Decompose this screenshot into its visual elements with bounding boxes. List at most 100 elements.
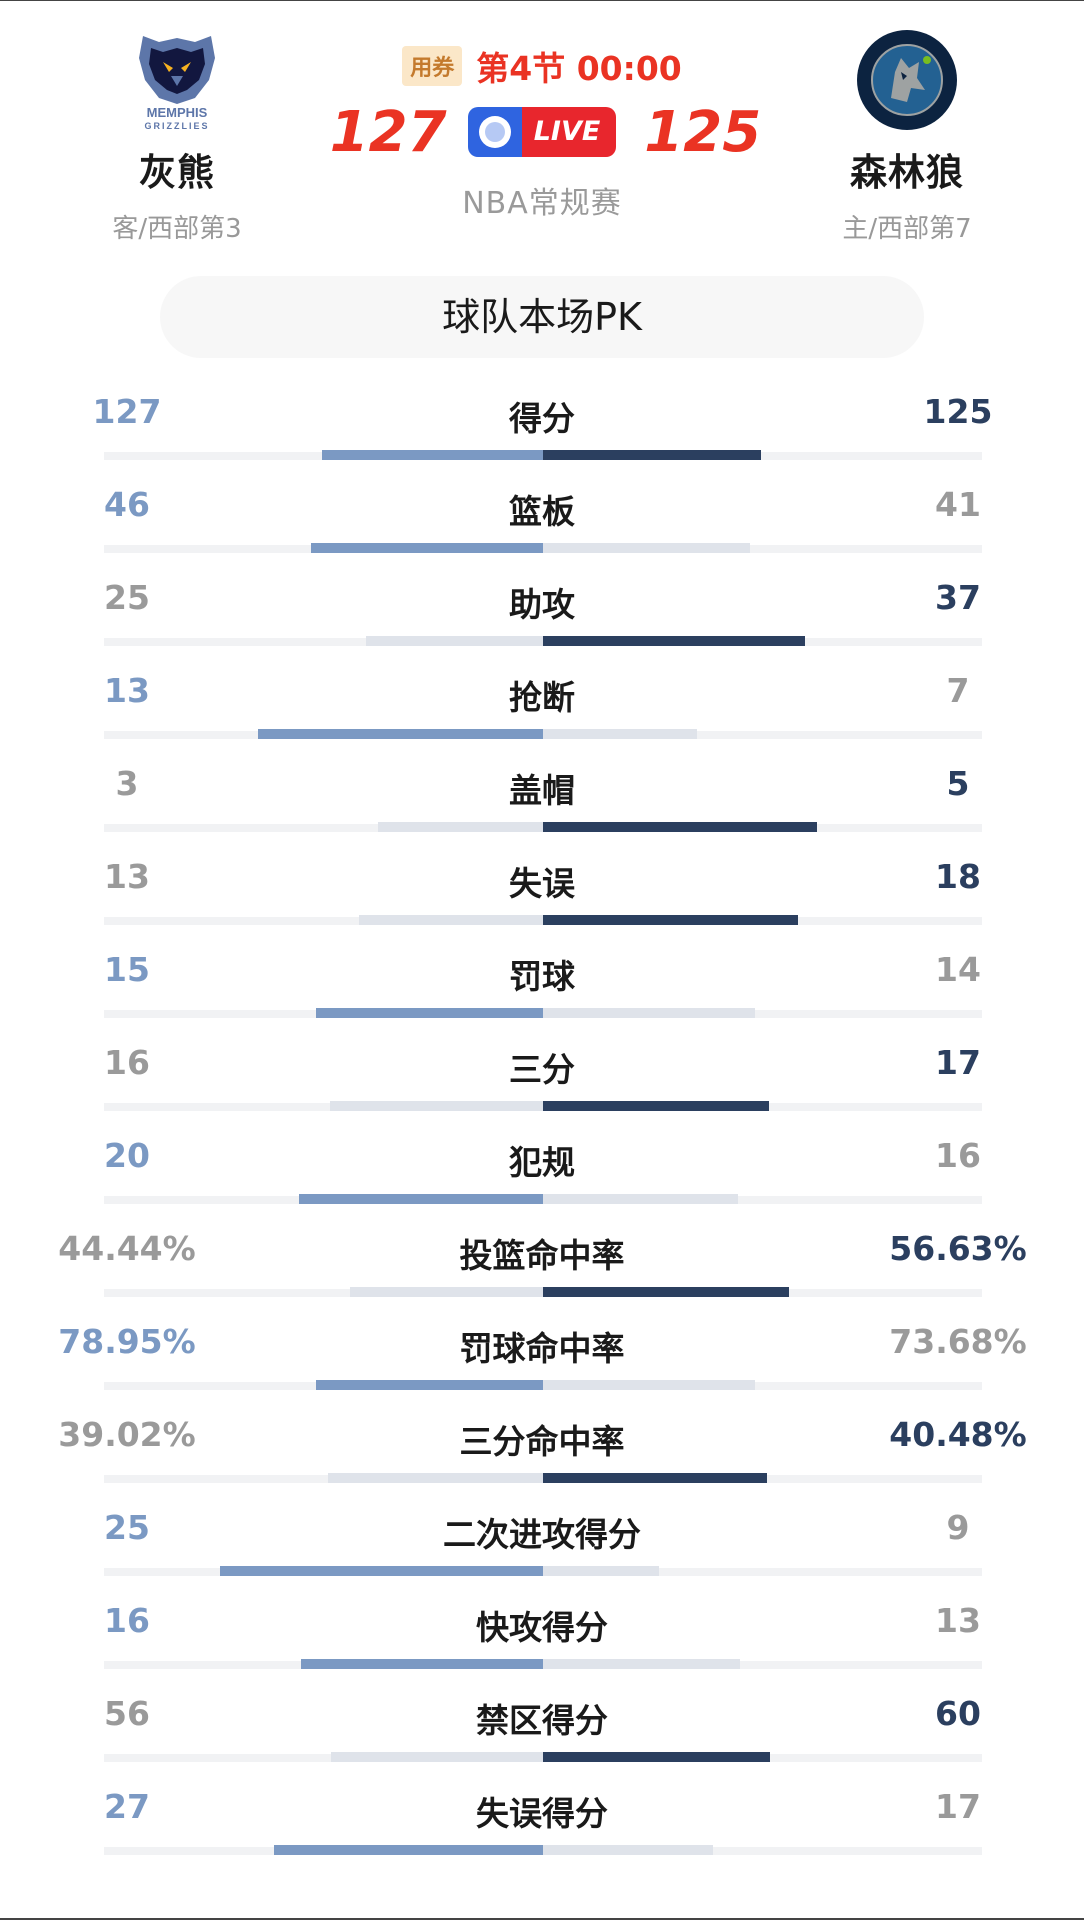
stat-row: 3 盖帽 5 [0, 764, 1084, 857]
away-stat-value: 39.02% [58, 1415, 196, 1454]
away-stat-value: 25 [104, 1508, 150, 1547]
home-stat-value: 16 [935, 1136, 981, 1175]
stat-row: 25 助攻 37 [0, 578, 1084, 671]
stat-label: 三分 [509, 1050, 575, 1089]
home-stat-value: 56.63% [889, 1229, 1027, 1268]
away-stat-bar [299, 1194, 543, 1204]
home-stat-bar [543, 450, 761, 460]
home-stat-bar [543, 822, 817, 832]
stat-label: 罚球命中率 [459, 1329, 625, 1368]
stat-label: 失误得分 [476, 1794, 608, 1833]
stat-row: 78.95% 罚球命中率 73.68% [0, 1322, 1084, 1415]
home-stat-bar [543, 543, 750, 553]
away-stat-bar [311, 543, 543, 553]
away-stat-value: 3 [115, 764, 139, 803]
away-stat-bar [258, 729, 543, 739]
coupon-badge[interactable]: 用券 [402, 46, 463, 86]
home-stat-bar [543, 1752, 770, 1762]
away-team-name: 灰熊 [139, 151, 215, 194]
stat-row: 44.44% 投篮命中率 56.63% [0, 1229, 1084, 1322]
stat-label: 盖帽 [509, 771, 575, 810]
home-stat-value: 17 [935, 1787, 981, 1826]
away-stat-bar [316, 1380, 543, 1390]
away-stat-value: 16 [104, 1043, 150, 1082]
home-stat-bar [543, 1473, 767, 1483]
away-stat-value: 56 [104, 1694, 150, 1733]
stat-label: 犯规 [509, 1143, 575, 1182]
stat-label: 失误 [509, 864, 575, 903]
home-stat-value: 41 [935, 485, 981, 524]
away-stat-bar [331, 1752, 543, 1762]
away-stat-bar [220, 1566, 543, 1576]
stat-label: 助攻 [509, 585, 575, 624]
home-stat-value: 5 [946, 764, 970, 803]
home-stat-value: 13 [935, 1601, 981, 1640]
home-stat-bar [543, 1287, 789, 1297]
away-team-rank: 客/西部第3 [112, 214, 242, 244]
away-stat-bar [316, 1008, 543, 1018]
home-stat-bar [543, 1194, 738, 1204]
away-stat-value: 13 [104, 671, 150, 710]
league-label: NBA常规赛 [462, 186, 622, 221]
grizzlies-logo-icon: MEMPHIS GRIZZLIES [129, 28, 225, 132]
stat-row: 13 抢断 7 [0, 671, 1084, 764]
home-stat-bar [543, 1380, 755, 1390]
away-stat-value: 13 [104, 857, 150, 896]
away-stat-value: 44.44% [58, 1229, 196, 1268]
away-stat-bar [301, 1659, 543, 1669]
home-stat-bar [543, 1845, 713, 1855]
away-stat-value: 25 [104, 578, 150, 617]
stat-row: 39.02% 三分命中率 40.48% [0, 1415, 1084, 1508]
away-stat-value: 127 [92, 392, 162, 431]
live-button[interactable]: LIVE [467, 107, 617, 157]
home-stat-bar [543, 1659, 740, 1669]
stat-label: 二次进攻得分 [443, 1515, 641, 1554]
away-stat-value: 15 [104, 950, 150, 989]
home-stat-value: 37 [935, 578, 981, 617]
stat-row: 13 失误 18 [0, 857, 1084, 950]
stat-label: 篮板 [509, 492, 575, 531]
home-team[interactable]: 森林狼 主/西部第7 [787, 28, 1027, 245]
away-stat-bar [366, 636, 543, 646]
home-stat-value: 40.48% [889, 1415, 1027, 1454]
stat-row: 127 得分 125 [0, 392, 1084, 485]
home-stat-value: 60 [935, 1694, 981, 1733]
away-stat-value: 20 [104, 1136, 150, 1175]
home-stat-bar [543, 729, 697, 739]
stat-row: 46 篮板 41 [0, 485, 1084, 578]
stat-label: 罚球 [509, 957, 575, 996]
stat-row: 56 禁区得分 60 [0, 1694, 1084, 1787]
stat-label: 得分 [509, 399, 575, 438]
stat-label: 禁区得分 [476, 1701, 608, 1740]
home-stat-value: 9 [946, 1508, 970, 1547]
home-stat-bar [543, 915, 798, 925]
team-pk-title: 球队本场PK [160, 276, 924, 358]
home-stat-value: 73.68% [889, 1322, 1027, 1361]
away-stat-value: 27 [104, 1787, 150, 1826]
away-stat-bar [322, 450, 543, 460]
away-team[interactable]: MEMPHIS GRIZZLIES 灰熊 客/西部第3 [57, 28, 297, 245]
home-stat-bar [543, 1101, 769, 1111]
away-stat-bar [359, 915, 543, 925]
timberwolves-logo-icon [857, 28, 957, 132]
home-team-name: 森林狼 [850, 151, 964, 194]
home-team-rank: 主/西部第7 [842, 214, 972, 244]
away-stat-bar [274, 1845, 543, 1855]
home-stat-bar [543, 636, 805, 646]
period-clock: 第4节 00:00 [476, 49, 682, 88]
live-label: LIVE [521, 107, 617, 157]
home-stat-bar [543, 1566, 659, 1576]
away-stat-value: 16 [104, 1601, 150, 1640]
home-score: 125 [644, 99, 762, 165]
stat-row: 25 二次进攻得分 9 [0, 1508, 1084, 1601]
stat-label: 快攻得分 [476, 1608, 608, 1647]
broadcast-ball-icon [467, 107, 522, 157]
home-stat-bar [543, 1008, 755, 1018]
logo-text-top: MEMPHIS [147, 105, 208, 120]
home-stat-value: 14 [935, 950, 981, 989]
scoreboard: 用券 第4节 00:00 127 LIVE 125 NBA常规赛 [330, 44, 762, 222]
home-stat-value: 7 [946, 671, 970, 710]
stat-label: 三分命中率 [459, 1422, 625, 1461]
logo-text-bottom: GRIZZLIES [145, 121, 210, 131]
